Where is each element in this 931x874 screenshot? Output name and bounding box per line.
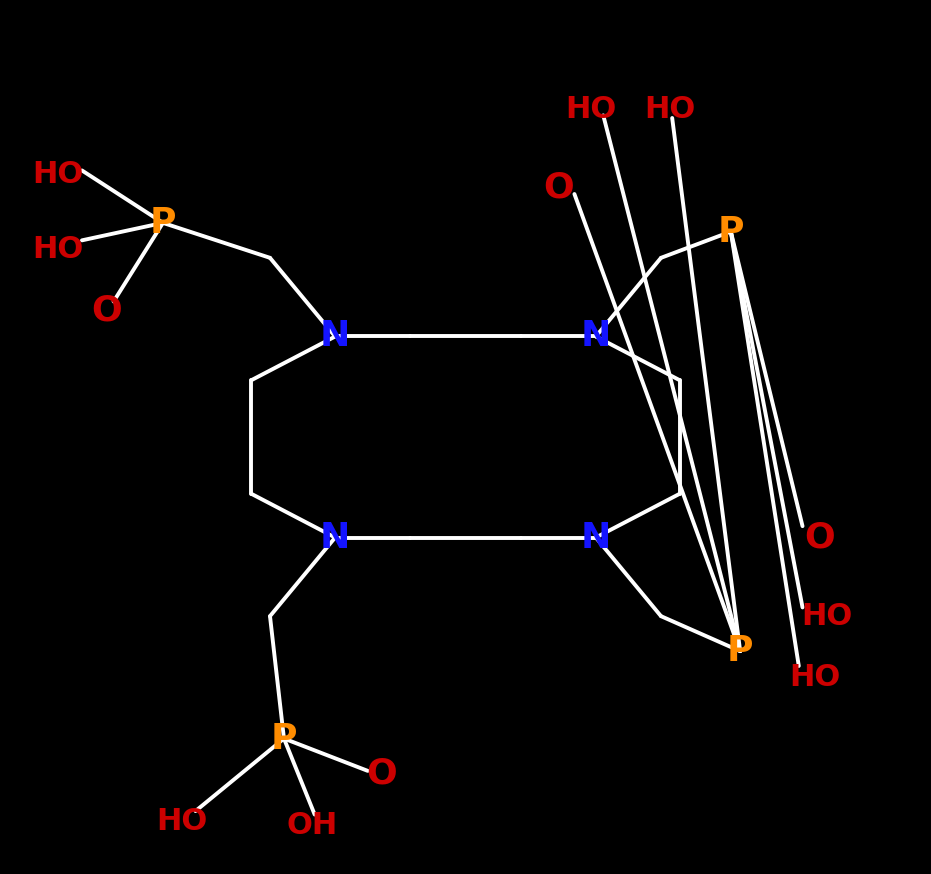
Text: HO: HO (32, 234, 84, 264)
Text: P: P (150, 206, 176, 239)
Text: O: O (803, 521, 835, 554)
Text: O: O (543, 171, 574, 205)
Text: N: N (581, 521, 611, 554)
Text: N: N (320, 320, 350, 353)
Text: N: N (320, 521, 350, 554)
Text: HO: HO (789, 662, 841, 692)
Text: HO: HO (644, 94, 696, 124)
Text: HO: HO (801, 601, 853, 631)
Text: OH: OH (286, 811, 338, 841)
Text: O: O (91, 294, 123, 327)
Text: N: N (581, 320, 611, 353)
Text: HO: HO (155, 807, 208, 836)
Text: P: P (271, 722, 297, 755)
Text: HO: HO (565, 94, 617, 124)
Text: HO: HO (32, 160, 84, 190)
Text: P: P (727, 635, 753, 668)
Text: P: P (718, 215, 744, 248)
Text: O: O (366, 757, 398, 790)
